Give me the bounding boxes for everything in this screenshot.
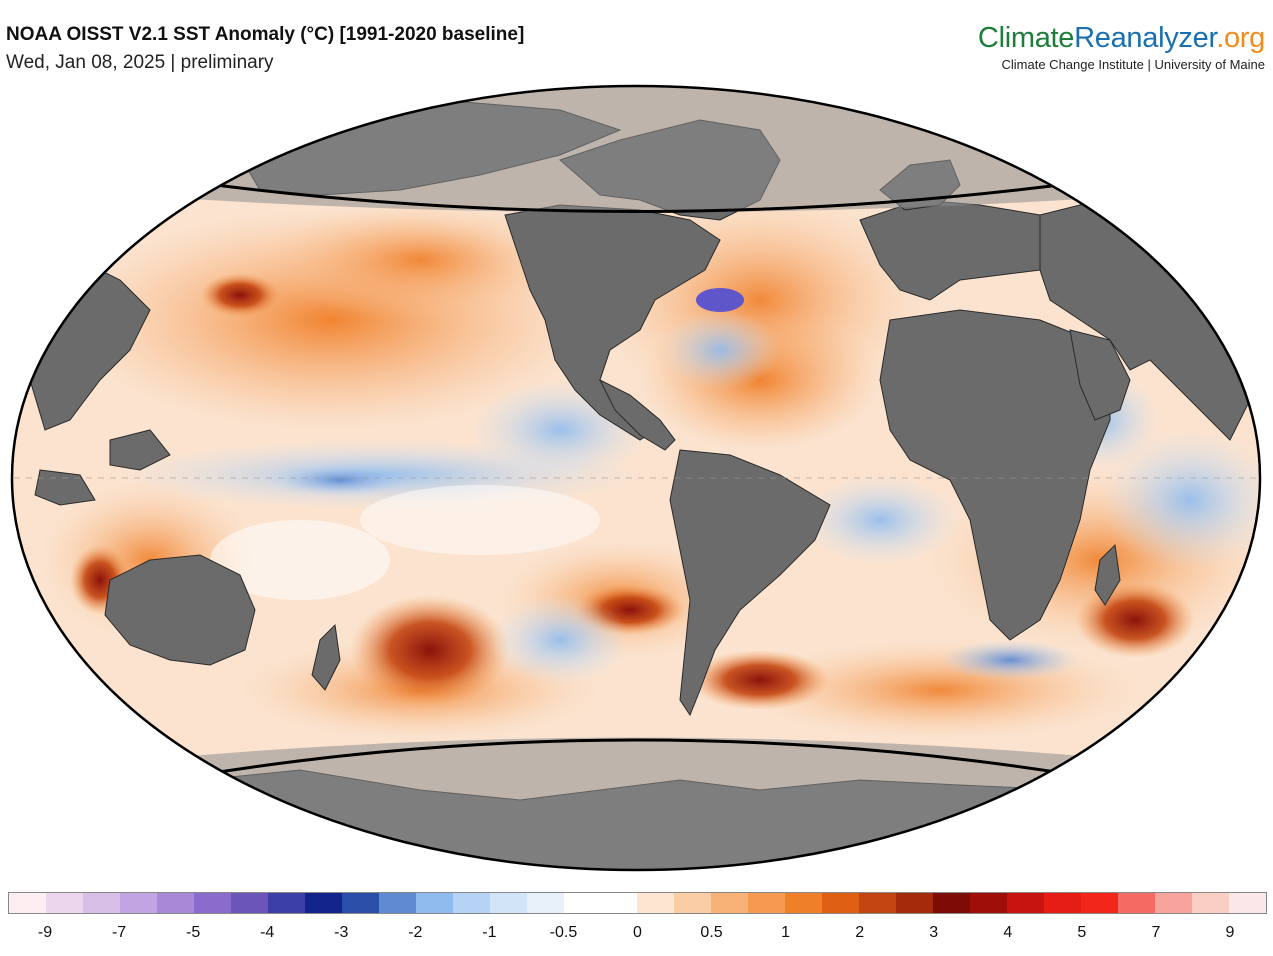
- colorbar-tick-label: 0: [633, 924, 642, 941]
- brand-name: ClimateReanalyzer.org: [978, 22, 1265, 55]
- colorbar-tick-label: 7: [1151, 924, 1161, 941]
- colorbar-swatch: [267, 893, 305, 913]
- brand-tagline: Climate Change Institute | University of…: [1001, 57, 1266, 72]
- colorbar-tick-label: 5: [1077, 924, 1087, 941]
- colorbar-tick-label: -0.5: [549, 924, 578, 941]
- antarctic-mask: [12, 737, 1260, 870]
- colorbar-tick-label: 9: [1225, 924, 1235, 941]
- arctic-boundary-line: [199, 181, 1076, 213]
- colorbar-tick-label: -7: [111, 924, 127, 941]
- colorbar-swatch: [1007, 893, 1045, 913]
- colorbar-tick-label: 3: [929, 924, 939, 941]
- ocean-anomaly-field: [12, 86, 1260, 870]
- colorbar-swatch: [156, 893, 194, 913]
- colorbar-tick-label: -1: [482, 924, 497, 941]
- arctic-mask: [12, 86, 1260, 213]
- colorbar-tick-label: -2: [408, 924, 423, 941]
- colorbar-swatch: [452, 893, 490, 913]
- colorbar-swatch: [748, 893, 786, 913]
- colorbar-tick-label: -5: [186, 924, 201, 941]
- brand-name-part2: Reanalyzer: [1074, 22, 1217, 54]
- colorbar-tick-label: -4: [260, 924, 275, 941]
- colorbar-tick-label: 2: [855, 924, 865, 941]
- colorbar-swatch: [1044, 893, 1082, 913]
- colorbar-swatch: [304, 893, 342, 913]
- colorbar-tick-label: -9: [37, 924, 53, 941]
- anomaly-colorbar: [8, 892, 1267, 914]
- colorbar-swatch: [526, 893, 564, 913]
- colorbar-swatch: [600, 893, 638, 913]
- antarctic-boundary-line: [199, 738, 1076, 777]
- sst-anomaly-map: [10, 84, 1262, 872]
- map-date-subtitle: Wed, Jan 08, 2025 | preliminary: [6, 52, 274, 73]
- colorbar-swatch: [1118, 893, 1156, 913]
- colorbar-tick-label: 4: [1003, 924, 1013, 941]
- world-map: [10, 84, 1262, 872]
- brand-name-part1: Climate: [977, 22, 1075, 54]
- colorbar-swatch: [822, 893, 860, 913]
- colorbar-tick-label: 0.5: [700, 924, 723, 941]
- colorbar-swatch: [896, 893, 934, 913]
- colorbar-swatch: [1228, 893, 1266, 913]
- colorbar-swatch: [9, 893, 46, 913]
- colorbar-swatch: [563, 893, 601, 913]
- colorbar-swatch: [119, 893, 157, 913]
- colorbar-swatch: [193, 893, 231, 913]
- colorbar-swatch: [45, 893, 83, 913]
- colorbar-swatch: [1192, 893, 1229, 913]
- colorbar-swatch: [415, 893, 453, 913]
- colorbar-swatch: [1081, 893, 1119, 913]
- map-title: NOAA OISST V2.1 SST Anomaly (°C) [1991-2…: [6, 24, 525, 45]
- colorbar-swatch: [859, 893, 897, 913]
- colorbar-swatch: [489, 893, 527, 913]
- colorbar-swatch: [785, 893, 823, 913]
- colorbar-tick-label: 1: [781, 924, 791, 941]
- colorbar-swatch: [1155, 893, 1192, 913]
- colorbar-tick-labels: -9 -7 -5 -4 -3 -2 -1 -0.5 0 0.5 1 2 3 4 5 7 9: [8, 924, 1267, 948]
- colorbar-swatch: [230, 893, 268, 913]
- colorbar-swatch: [637, 893, 675, 913]
- colorbar-swatch: [933, 893, 971, 913]
- colorbar-swatch: [378, 893, 416, 913]
- colorbar-swatch: [82, 893, 120, 913]
- brand-logo[interactable]: ClimateReanalyzer.org Climate Change Ins…: [978, 22, 1265, 72]
- colorbar-swatch: [674, 893, 712, 913]
- brand-name-part3: .org: [1216, 22, 1265, 54]
- colorbar-swatch: [711, 893, 749, 913]
- colorbar-swatch: [970, 893, 1008, 913]
- globe-outline: [10, 84, 1262, 872]
- colorbar-tick-label: -3: [334, 924, 349, 941]
- colorbar-swatch: [341, 893, 379, 913]
